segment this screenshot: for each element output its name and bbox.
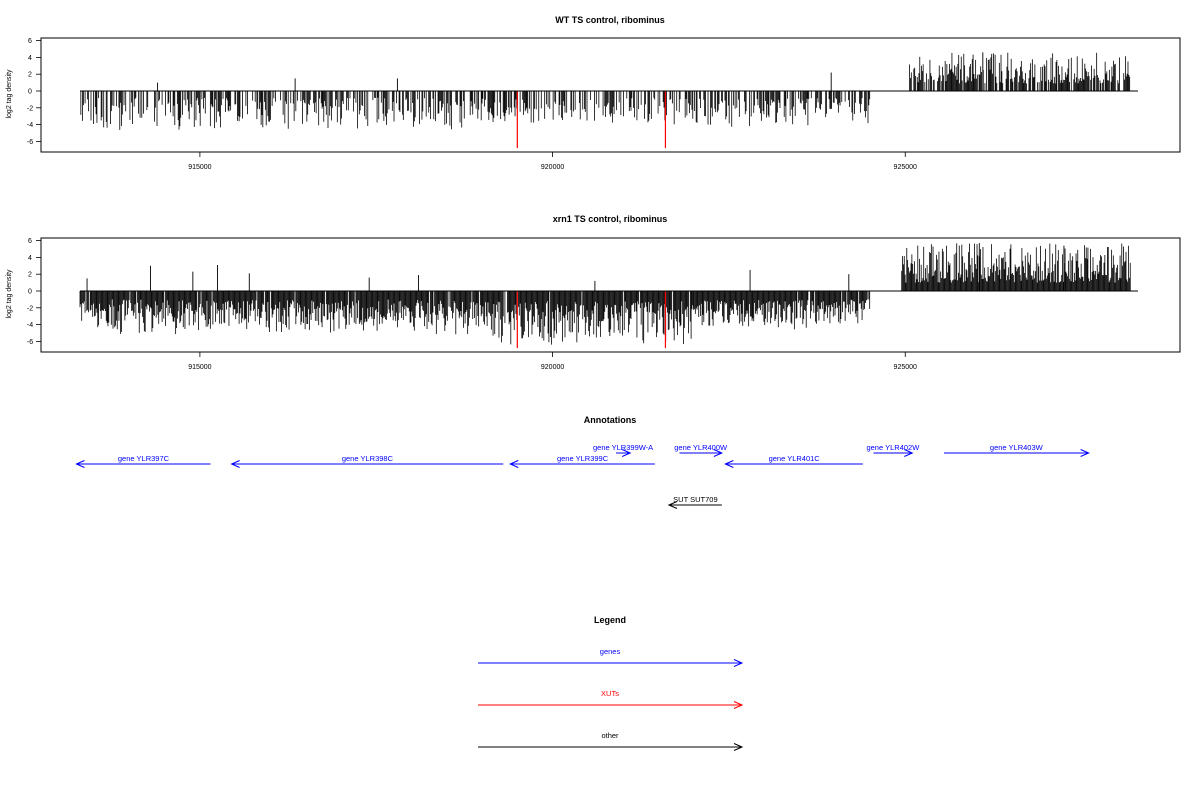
annotation-arrow: [75, 460, 211, 468]
y-tick-label: 0: [28, 89, 32, 96]
x-tick-label: 915000: [188, 364, 211, 371]
y-tick-label: -6: [27, 339, 33, 346]
annotations-panel: Annotations gene YLR397C gene YLR398C gene…: [75, 415, 1090, 509]
x-tick-label: 920000: [541, 364, 564, 371]
x-tick-label: 915000: [188, 164, 211, 171]
wt-track-title: WT TS control, ribominus: [555, 15, 665, 25]
annotation-arrow: [679, 449, 724, 457]
xrn1-y-axis: -6 -4 -2 0 2 4 6: [27, 238, 41, 346]
legend-items: genes XUTs other: [478, 647, 744, 751]
annotation-arrow: [509, 460, 655, 468]
annotation-label: gene YLR402W: [866, 443, 920, 452]
annotation-arrow: [616, 449, 632, 457]
annotation-label: gene YLR397C: [118, 454, 170, 463]
legend-arrow: [478, 743, 744, 751]
wt-density-bars: [80, 52, 1138, 149]
annotation-features: gene YLR397C gene YLR398C gene YLR399C gene…: [75, 443, 1090, 509]
xrn1-x-axis: 915000 920000 925000: [188, 352, 917, 371]
y-tick-label: -2: [27, 305, 33, 312]
annotation-arrow: [667, 501, 722, 509]
legend-arrow: [478, 659, 744, 667]
y-tick-label: 4: [28, 255, 32, 262]
annotation-label: gene YLR399W-A: [593, 443, 653, 452]
wt-x-axis: 915000 920000 925000: [188, 152, 917, 171]
wt-track-panel: WT TS control, ribominus log2 tag densit…: [6, 15, 1181, 171]
xrn1-track-panel: xrn1 TS control, ribominus log2 tag dens…: [6, 214, 1181, 371]
annotation-label: gene YLR400W: [674, 443, 728, 452]
annotation-label: gene YLR401C: [769, 454, 821, 463]
annotation-label: gene YLR398C: [342, 454, 394, 463]
annotation-arrow: [944, 449, 1090, 457]
annotation-arrow: [873, 449, 914, 457]
y-tick-label: -4: [27, 322, 33, 329]
legend-label: other: [601, 731, 619, 740]
legend-arrow: [478, 701, 744, 709]
annotation-label: SUT SUT709: [673, 495, 717, 504]
legend-title: Legend: [594, 615, 626, 625]
y-tick-label: 2: [28, 72, 32, 79]
y-tick-label: -4: [27, 122, 33, 129]
legend-panel: Legend genes XUTs other: [478, 615, 744, 751]
wt-plot-frame: [40, 37, 1181, 153]
annotation-arrow: [230, 460, 504, 468]
legend-label: XUTs: [601, 689, 619, 698]
xrn1-density-bars: [79, 243, 1138, 349]
xrn1-y-axis-label: log2 tag density: [6, 269, 13, 319]
x-tick-label: 920000: [541, 164, 564, 171]
annotation-label: gene YLR399C: [557, 454, 609, 463]
xrn1-plot-frame: [40, 237, 1181, 353]
y-tick-label: 2: [28, 272, 32, 279]
wt-y-axis: -6 -4 -2 0 2 4 6: [27, 38, 41, 146]
x-tick-label: 925000: [894, 364, 917, 371]
y-tick-label: -6: [27, 139, 33, 146]
y-tick-label: 6: [28, 38, 32, 45]
annotations-title: Annotations: [584, 415, 637, 425]
wt-y-axis-label: log2 tag density: [6, 69, 13, 119]
legend-label: genes: [600, 647, 621, 656]
annotation-arrow: [724, 460, 863, 468]
y-tick-label: 6: [28, 238, 32, 245]
y-tick-label: -2: [27, 105, 33, 112]
xrn1-track-title: xrn1 TS control, ribominus: [553, 214, 668, 224]
x-tick-label: 925000: [894, 164, 917, 171]
y-tick-label: 0: [28, 289, 32, 296]
y-tick-label: 4: [28, 55, 32, 62]
annotation-label: gene YLR403W: [990, 443, 1044, 452]
